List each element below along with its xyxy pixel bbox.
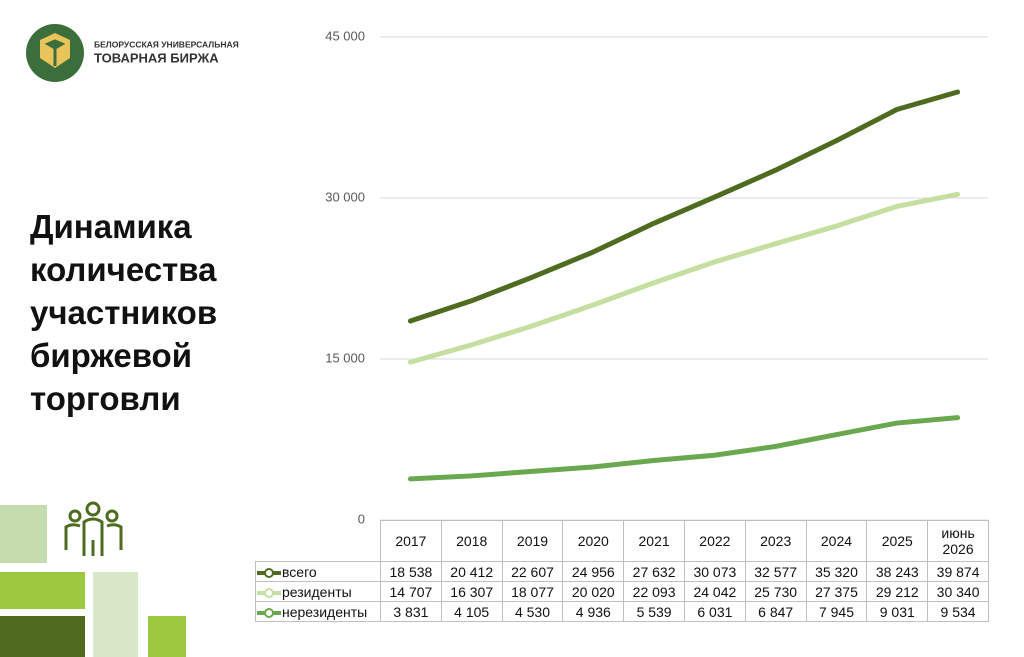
data-label: 24 042 bbox=[683, 581, 746, 602]
data-label: 18 077 bbox=[501, 581, 564, 602]
y-tick-label: 30 000 bbox=[325, 189, 365, 204]
legend-swatch bbox=[257, 587, 281, 598]
x-tick-label: 2021 bbox=[623, 520, 685, 562]
x-tick-label: 2020 bbox=[562, 520, 625, 562]
people-icon bbox=[64, 501, 123, 556]
slide-title: Динамика количества участников биржевой … bbox=[30, 208, 218, 417]
decor-block bbox=[0, 572, 85, 609]
data-label: 9 534 bbox=[927, 601, 989, 622]
logo-line2: ТОВАРНАЯ БИРЖА bbox=[94, 50, 219, 65]
decor-block bbox=[0, 616, 85, 657]
data-label: 20 020 bbox=[562, 581, 625, 602]
data-label: 18 538 bbox=[380, 561, 442, 582]
table-header: 2017 2018 2019 2020 2021 2022 2023 2024 2025 июнь… bbox=[256, 520, 989, 562]
table-row: резиденты 14 707 16 307 18 077 20 020 22 093 2… bbox=[255, 581, 989, 602]
header-blank bbox=[256, 521, 381, 562]
data-label: 25 730 bbox=[744, 581, 807, 602]
data-label: 24 956 bbox=[562, 561, 625, 582]
data-label: 22 093 bbox=[623, 581, 685, 602]
legend-swatch bbox=[257, 607, 281, 618]
y-tick-label: 15 000 bbox=[325, 350, 365, 365]
data-label: 32 577 bbox=[744, 561, 807, 582]
data-label: 4 936 bbox=[562, 601, 625, 622]
legend-label: нерезиденты bbox=[282, 603, 368, 620]
x-tick-label: июнь 2026 bbox=[927, 520, 989, 562]
data-label: 39 874 bbox=[927, 561, 989, 582]
y-tick-label: 45 000 bbox=[325, 28, 365, 43]
data-label: 7 945 bbox=[805, 601, 868, 622]
data-label: 29 212 bbox=[866, 581, 929, 602]
data-label: 22 607 bbox=[501, 561, 564, 582]
table-row: всего 18 538 20 412 22 607 24 956 27 632 30 07… bbox=[255, 561, 989, 582]
x-tick-label: 2022 bbox=[683, 520, 746, 562]
logo: БЕЛОРУССКАЯ УНИВЕРСАЛЬНАЯ ТОВАРНАЯ БИРЖА bbox=[26, 24, 239, 82]
data-label: 3 831 bbox=[380, 601, 442, 622]
data-label: 16 307 bbox=[440, 581, 503, 602]
data-label: 6 031 bbox=[683, 601, 746, 622]
decor bbox=[0, 501, 186, 657]
legend-entry: резиденты bbox=[255, 581, 381, 602]
decor-block bbox=[93, 572, 138, 657]
data-label: 9 031 bbox=[866, 601, 929, 622]
table-row: нерезиденты 3 831 4 105 4 530 4 936 5 539 6 03… bbox=[255, 601, 989, 622]
series-line bbox=[407, 191, 961, 365]
data-label: 6 847 bbox=[744, 601, 807, 622]
y-tick-label: 0 bbox=[358, 511, 365, 526]
x-tick-label: 2019 bbox=[501, 520, 564, 562]
data-label: 5 539 bbox=[623, 601, 685, 622]
data-label: 30 340 bbox=[927, 581, 989, 602]
logo-mark bbox=[44, 39, 66, 66]
series-line bbox=[407, 415, 961, 482]
x-tick-label: 2024 bbox=[805, 520, 868, 562]
x-tick-label: 2025 bbox=[866, 520, 929, 562]
data-label: 27 375 bbox=[805, 581, 868, 602]
x-tick-label: 2018 bbox=[440, 520, 503, 562]
legend-entry: всего bbox=[255, 561, 381, 582]
legend-label: всего bbox=[282, 563, 317, 580]
decor-block bbox=[148, 616, 186, 657]
data-label: 38 243 bbox=[866, 561, 929, 582]
data-label: 27 632 bbox=[623, 561, 685, 582]
logo-line1: БЕЛОРУССКАЯ УНИВЕРСАЛЬНАЯ bbox=[94, 39, 239, 49]
series-line bbox=[407, 89, 961, 324]
data-label: 30 073 bbox=[683, 561, 746, 582]
data-label: 4 105 bbox=[440, 601, 503, 622]
x-tick-label: 2023 bbox=[744, 520, 807, 562]
x-tick-label: 2017 bbox=[380, 520, 442, 562]
decor-block bbox=[0, 505, 47, 563]
data-label: 35 320 bbox=[805, 561, 868, 582]
legend-entry: нерезиденты bbox=[255, 601, 381, 622]
legend-label: резиденты bbox=[282, 583, 352, 600]
data-table: 2017 2018 2019 2020 2021 2022 2023 2024 2025 июнь… bbox=[255, 520, 989, 622]
legend-swatch bbox=[257, 567, 281, 578]
data-label: 14 707 bbox=[380, 581, 442, 602]
data-label: 20 412 bbox=[440, 561, 503, 582]
data-label: 4 530 bbox=[501, 601, 564, 622]
